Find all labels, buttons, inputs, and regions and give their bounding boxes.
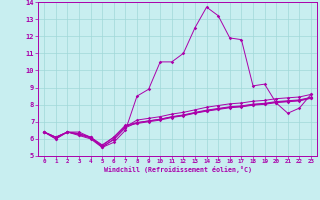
X-axis label: Windchill (Refroidissement éolien,°C): Windchill (Refroidissement éolien,°C) [104,166,252,173]
